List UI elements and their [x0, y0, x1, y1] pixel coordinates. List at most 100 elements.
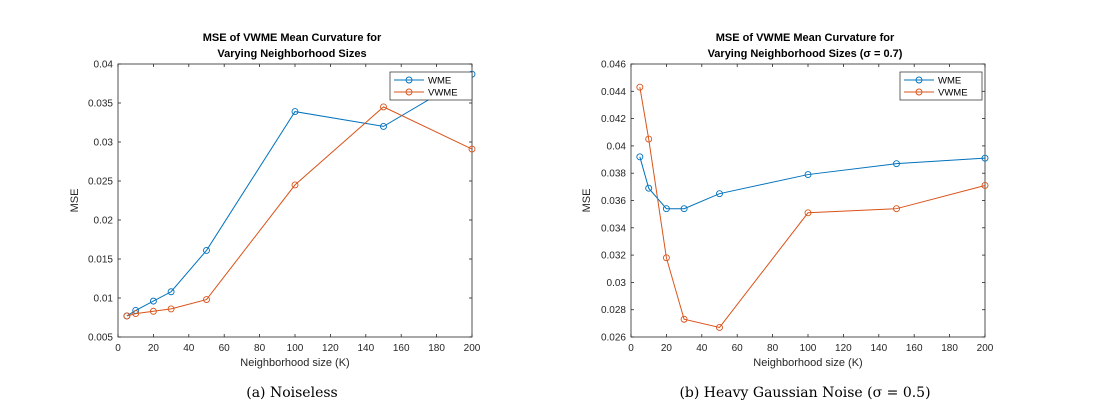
- y-tick-label: 0.04: [607, 141, 627, 152]
- legend-swatch-marker: [915, 88, 923, 96]
- chart-title-line: MSE of VWME Mean Curvature for: [716, 32, 895, 44]
- y-tick-label: 0.034: [601, 223, 626, 234]
- data-point-vwme: [149, 307, 157, 315]
- y-tick-label: 0.038: [601, 169, 626, 180]
- data-point-vwme: [636, 83, 644, 91]
- series-line-vwme: [639, 87, 986, 329]
- data-point-wme: [149, 297, 157, 305]
- data-point-wme: [203, 246, 210, 254]
- y-tick-label: 0.028: [601, 305, 626, 316]
- data-point-vwme: [468, 145, 476, 153]
- x-tick-label: 40: [183, 343, 195, 354]
- data-point-vwme: [662, 254, 670, 262]
- series-line-wme: [639, 156, 986, 210]
- data-point-vwme: [291, 181, 299, 189]
- x-tick-label: 0: [628, 343, 634, 354]
- y-tick-label: 0.044: [601, 87, 626, 98]
- x-tick-label: 60: [732, 343, 744, 354]
- data-point-wme: [716, 190, 723, 198]
- legend-entry-wme: WME: [938, 76, 961, 87]
- x-tick-label: 40: [696, 343, 708, 354]
- x-tick-label: 180: [428, 343, 445, 354]
- data-point-wme: [167, 288, 175, 296]
- y-tick-label: 0.025: [88, 177, 113, 188]
- data-point-vwme: [893, 205, 900, 213]
- legend-swatch-marker: [405, 88, 413, 96]
- data-point-wme: [893, 160, 900, 168]
- legend-entry-wme: WME: [428, 76, 451, 87]
- data-point-vwme: [645, 135, 653, 143]
- x-tick-label: 80: [767, 343, 779, 354]
- x-tick-label: 140: [357, 343, 374, 354]
- data-point-vwme: [132, 310, 140, 318]
- data-point-vwme: [123, 312, 131, 320]
- chart-a: MSE of VWME Mean Curvature for Varying Ne…: [69, 32, 481, 401]
- x-tick-label: 200: [464, 343, 481, 354]
- x-tick-label: 120: [835, 343, 852, 354]
- y-tick-label: 0.005: [88, 333, 113, 344]
- chart-title-line: Varying Neighborhood Sizes (σ = 0.7): [708, 48, 903, 60]
- y-tick-label: 0.042: [601, 114, 626, 125]
- x-tick-label: 60: [219, 343, 231, 354]
- x-tick-label: 20: [148, 343, 160, 354]
- x-tick-label: 140: [870, 343, 887, 354]
- x-tick-label: 0: [115, 343, 121, 354]
- y-tick-label: 0.015: [88, 255, 113, 266]
- y-tick-label: 0.032: [601, 251, 626, 262]
- legend-entry-vwme: VWME: [938, 88, 968, 99]
- y-axis-label: MSE: [69, 189, 81, 213]
- series-line-wme: [126, 73, 473, 317]
- x-tick-label: 100: [287, 343, 304, 354]
- data-point-vwme: [680, 315, 688, 323]
- y-tick-label: 0.035: [88, 99, 113, 110]
- chart-b: MSE of VWME Mean Curvature for Varying Ne…: [581, 32, 994, 401]
- chart-title-line: MSE of VWME Mean Curvature for: [203, 32, 382, 44]
- legend-box: [389, 71, 473, 101]
- data-point-vwme: [981, 182, 989, 189]
- data-point-wme: [804, 171, 812, 179]
- y-tick-label: 0.026: [601, 333, 626, 344]
- x-tick-label: 20: [661, 343, 673, 354]
- legend-entry-vwme: VWME: [428, 88, 458, 99]
- data-point-vwme: [716, 323, 723, 331]
- y-tick-label: 0.036: [601, 196, 626, 207]
- y-tick-label: 0.02: [94, 216, 114, 227]
- data-point-vwme: [804, 209, 812, 217]
- y-axis-label: MSE: [581, 189, 593, 213]
- chart-title-line: Varying Neighborhood Sizes: [217, 48, 366, 60]
- x-tick-label: 160: [906, 343, 923, 354]
- data-point-wme: [291, 108, 299, 116]
- legend-swatch-marker: [915, 76, 923, 84]
- y-tick-label: 0.03: [607, 278, 627, 289]
- subfigure-caption: (b) Heavy Gaussian Noise (σ = 0.5): [679, 385, 930, 401]
- data-point-wme: [662, 205, 670, 213]
- legend-swatch-marker: [405, 76, 413, 84]
- subfigure-caption: (a) Noiseless: [246, 385, 337, 401]
- x-axis-label: Neighborhood size (K): [753, 357, 862, 369]
- y-tick-label: 0.046: [601, 60, 626, 71]
- data-point-vwme: [203, 296, 210, 304]
- y-tick-label: 0.01: [94, 294, 114, 305]
- legend-box: [899, 71, 983, 101]
- data-point-wme: [680, 205, 688, 213]
- data-point-wme: [380, 122, 387, 130]
- x-tick-label: 180: [941, 343, 958, 354]
- data-point-wme: [645, 184, 653, 192]
- series-line-vwme: [126, 106, 473, 317]
- x-tick-label: 200: [977, 343, 994, 354]
- data-point-wme: [981, 154, 989, 162]
- y-tick-label: 0.03: [94, 138, 114, 149]
- y-tick-label: 0.04: [94, 60, 114, 71]
- x-tick-label: 100: [800, 343, 817, 354]
- data-point-wme: [636, 153, 644, 161]
- x-tick-label: 80: [254, 343, 266, 354]
- data-point-vwme: [380, 103, 387, 111]
- x-axis-label: Neighborhood size (K): [240, 357, 349, 369]
- axes-box: [630, 63, 986, 338]
- x-tick-label: 160: [393, 343, 410, 354]
- x-tick-label: 120: [322, 343, 339, 354]
- data-point-vwme: [167, 305, 175, 313]
